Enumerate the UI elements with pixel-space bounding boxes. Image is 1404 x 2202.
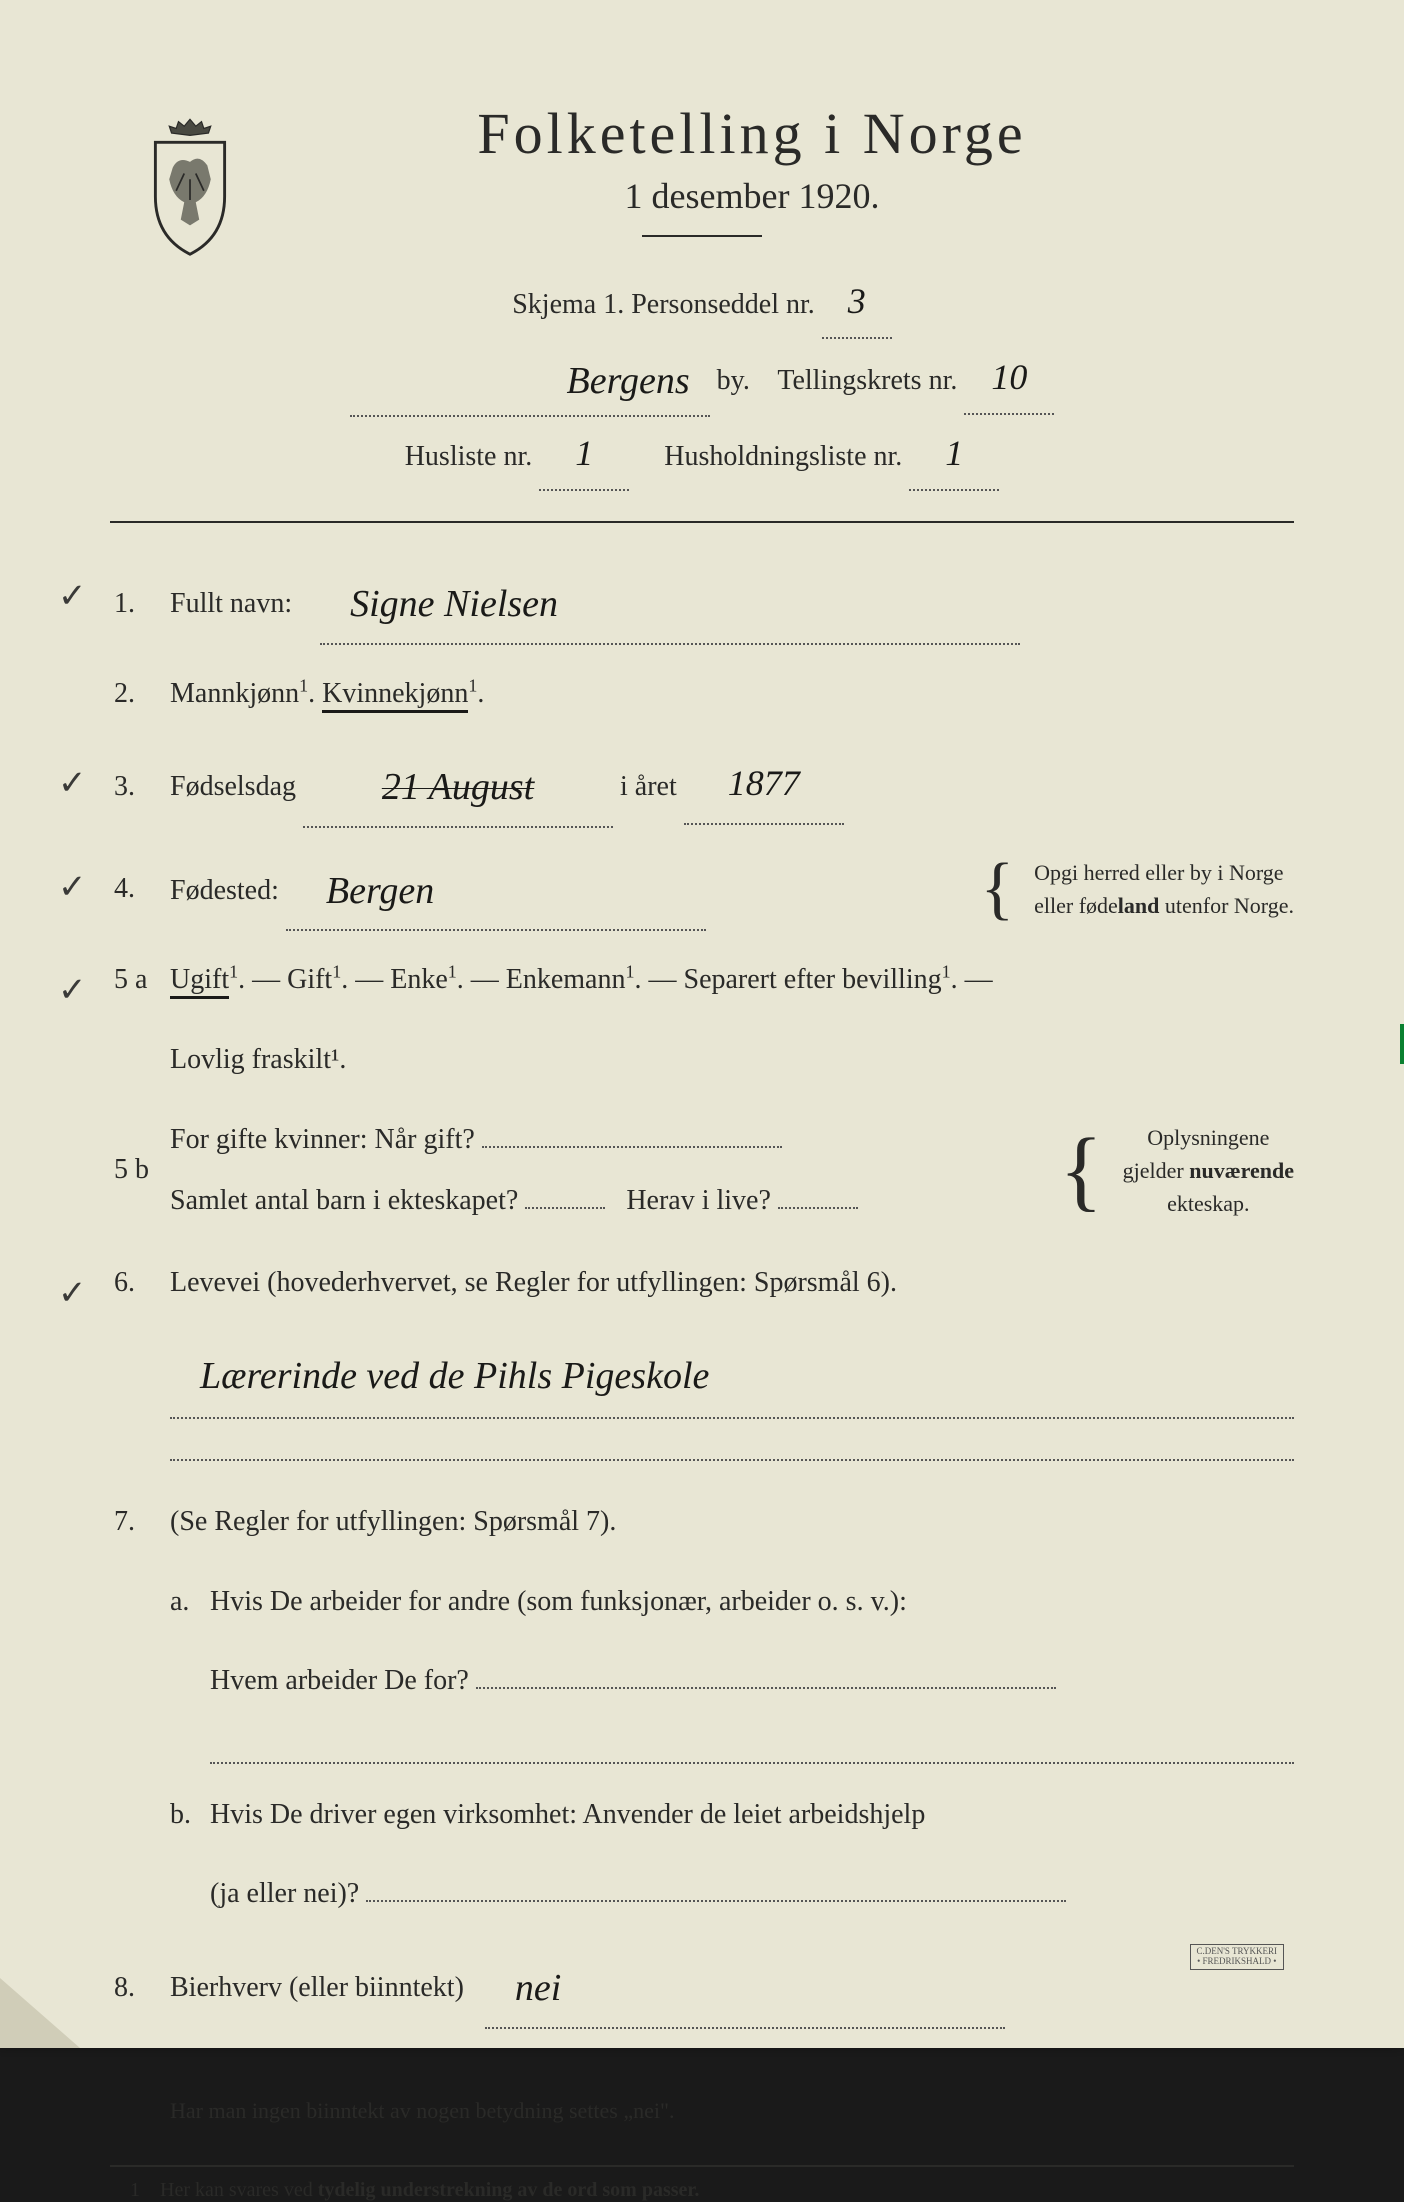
check-mark-icon: ✓ xyxy=(58,559,87,634)
header-divider xyxy=(642,235,762,237)
husliste-nr: 1 xyxy=(575,433,593,473)
q1-label: Fullt navn: xyxy=(170,588,292,619)
husholdning-nr: 1 xyxy=(945,433,963,473)
question-8: 8. Bierhverv (eller biinntekt) nei xyxy=(110,1943,1294,2029)
footnote-num: 1 xyxy=(130,2179,140,2201)
census-form-page: Folketelling i Norge 1 desember 1920. Sk… xyxy=(0,0,1404,2048)
brace-icon: { xyxy=(981,871,1015,906)
question-7b-line2: (ja eller nei)? xyxy=(110,1863,1294,1925)
footnote-text-a: Her kan svares ved xyxy=(160,2179,318,2201)
question-7: 7. (Se Regler for utfyllingen: Spørsmål … xyxy=(110,1491,1294,1553)
q3-label-a: Fødselsdag xyxy=(170,771,296,802)
coat-of-arms-icon xyxy=(130,110,250,260)
q1-num: 1. xyxy=(110,573,170,635)
question-7a-line2: Hvem arbeider De for? xyxy=(110,1650,1294,1712)
q6-label: Levevei (hovederhvervet, se Regler for u… xyxy=(170,1267,897,1298)
q5a-text: Ugift1. — Gift1. — Enke1. — Enkemann1. —… xyxy=(170,949,1294,1011)
q1-value: Signe Nielsen xyxy=(350,583,558,625)
question-3: ✓ 3. Fødselsdag 21 August i året 1877 xyxy=(110,742,1294,828)
printer-mark: C.DEN'S TRYKKERI• FREDRIKSHALD • xyxy=(1190,1944,1284,1970)
q5b-note: Oplysningenegjelder nuværendeekteskap. xyxy=(1123,1121,1294,1220)
q7a-text2: Hvem arbeider De for? xyxy=(210,1665,469,1696)
q8-label: Bierhverv (eller biinntekt) xyxy=(170,1972,464,2003)
q8-num: 8. xyxy=(110,1957,170,2019)
question-4: ✓ 4. Fødested: Bergen { Opgi herred elle… xyxy=(110,846,1294,932)
question-1: ✓ 1. Fullt navn: Signe Nielsen xyxy=(110,559,1294,645)
question-5a: ✓ 5 a Ugift1. — Gift1. — Enke1. — Enkema… xyxy=(110,949,1294,1011)
blank-line xyxy=(210,1730,1294,1764)
q3-day-value: 21 August xyxy=(382,766,534,808)
personseddel-nr: 3 xyxy=(848,281,866,321)
q6-num: 6. xyxy=(110,1252,170,1314)
q5a-num: 5 a xyxy=(110,949,170,1011)
check-mark-icon: ✓ xyxy=(58,953,87,1028)
q7a-text1: Hvis De arbeider for andre (som funksjon… xyxy=(210,1571,1294,1633)
q2-num: 2. xyxy=(110,663,170,725)
q5a-text2: Lovlig fraskilt¹. xyxy=(170,1029,1294,1091)
question-5a-cont: Lovlig fraskilt¹. xyxy=(110,1029,1294,1091)
q2-text: Mannkjønn1. Kvinnekjønn1. xyxy=(170,663,1294,725)
section-divider xyxy=(110,521,1294,523)
q4-label: Fødested: xyxy=(170,875,279,906)
husliste-label: Husliste nr. xyxy=(405,441,533,472)
check-mark-icon: ✓ xyxy=(58,746,87,821)
check-mark-icon: ✓ xyxy=(58,1256,87,1331)
footer-hint: Har man ingen biinntekt av nogen betydni… xyxy=(110,2087,1294,2135)
q6-answer-line: Lærerinde ved de Pihls Pigeskole xyxy=(170,1331,1294,1419)
question-7a: a. Hvis De arbeider for andre (som funks… xyxy=(110,1571,1294,1633)
blank-line xyxy=(170,1427,1294,1461)
form-title: Folketelling i Norge xyxy=(210,100,1294,167)
q7b-letter: b. xyxy=(170,1784,210,1846)
brace-icon: { xyxy=(1059,1148,1102,1193)
q7a-letter: a. xyxy=(170,1571,210,1633)
q3-label-b: i året xyxy=(620,771,677,802)
question-6: ✓ 6. Levevei (hovederhvervet, se Regler … xyxy=(110,1252,1294,1314)
check-mark-icon: ✓ xyxy=(58,850,87,925)
question-5b: 5 b For gifte kvinner: Når gift? Samlet … xyxy=(110,1109,1294,1232)
footnote-divider xyxy=(110,2165,1294,2167)
q6-value: Lærerinde ved de Pihls Pigeskole xyxy=(170,1355,709,1397)
by-value: Bergens xyxy=(567,360,690,402)
footnote: 1 Her kan svares ved tydelig understrekn… xyxy=(110,2179,1294,2202)
form-identifiers: Skjema 1. Personseddel nr. 3 Bergens by.… xyxy=(110,265,1294,491)
q3-num: 3. xyxy=(110,756,170,818)
q5b-line1: For gifte kvinner: Når gift? xyxy=(170,1124,475,1155)
q7b-text2: (ja eller nei)? xyxy=(210,1878,359,1909)
husholdning-label: Husholdningsliste nr. xyxy=(664,441,902,472)
q5b-num: 5 b xyxy=(110,1139,170,1201)
q5b-line2b: Herav i live? xyxy=(626,1185,771,1216)
q4-value: Bergen xyxy=(326,870,434,912)
tellingskrets-nr: 10 xyxy=(991,357,1027,397)
q5b-line2a: Samlet antal barn i ekteskapet? xyxy=(170,1185,518,1216)
q4-note: Opgi herred eller by i Norgeeller fødela… xyxy=(1034,856,1294,922)
q7-num: 7. xyxy=(110,1491,170,1553)
q7-label: (Se Regler for utfyllingen: Spørsmål 7). xyxy=(170,1491,1294,1553)
footnote-text-b: tydelig understrekning av de ord som pas… xyxy=(318,2179,700,2201)
folded-corner-icon xyxy=(0,1978,80,2048)
tellingskrets-label: Tellingskrets nr. xyxy=(777,365,957,396)
q7b-text1: Hvis De driver egen virksomhet: Anvender… xyxy=(210,1784,1294,1846)
question-7b: b. Hvis De driver egen virksomhet: Anven… xyxy=(110,1784,1294,1846)
form-date: 1 desember 1920. xyxy=(210,175,1294,217)
question-2: 2. Mannkjønn1. Kvinnekjønn1. xyxy=(110,663,1294,725)
skjema-label: Skjema 1. Personseddel nr. xyxy=(512,289,815,320)
q4-num: 4. xyxy=(110,858,170,920)
questions-section: ✓ 1. Fullt navn: Signe Nielsen 2. Mannkj… xyxy=(110,559,1294,2135)
q8-value: nei xyxy=(515,1967,561,2009)
form-header: Folketelling i Norge 1 desember 1920. Sk… xyxy=(110,100,1294,491)
q3-year-value: 1877 xyxy=(728,763,800,803)
by-label: by. xyxy=(717,365,750,396)
